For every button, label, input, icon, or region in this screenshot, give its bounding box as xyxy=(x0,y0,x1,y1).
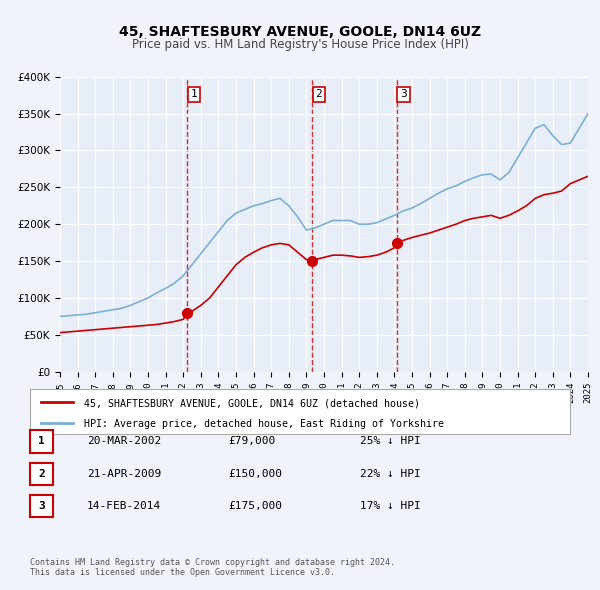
Text: 1: 1 xyxy=(191,89,197,99)
Text: Contains HM Land Registry data © Crown copyright and database right 2024.
This d: Contains HM Land Registry data © Crown c… xyxy=(30,558,395,577)
Text: 21-APR-2009: 21-APR-2009 xyxy=(87,469,161,478)
Text: 1: 1 xyxy=(38,437,45,446)
Text: £150,000: £150,000 xyxy=(228,469,282,478)
Text: £175,000: £175,000 xyxy=(228,502,282,511)
Text: 17% ↓ HPI: 17% ↓ HPI xyxy=(360,502,421,511)
Text: HPI: Average price, detached house, East Riding of Yorkshire: HPI: Average price, detached house, East… xyxy=(84,419,444,429)
Text: 20-MAR-2002: 20-MAR-2002 xyxy=(87,437,161,446)
Text: 2: 2 xyxy=(316,89,322,99)
Text: Price paid vs. HM Land Registry's House Price Index (HPI): Price paid vs. HM Land Registry's House … xyxy=(131,38,469,51)
Text: £79,000: £79,000 xyxy=(228,437,275,446)
Text: 45, SHAFTESBURY AVENUE, GOOLE, DN14 6UZ: 45, SHAFTESBURY AVENUE, GOOLE, DN14 6UZ xyxy=(119,25,481,40)
Text: 25% ↓ HPI: 25% ↓ HPI xyxy=(360,437,421,446)
Text: 22% ↓ HPI: 22% ↓ HPI xyxy=(360,469,421,478)
Text: 3: 3 xyxy=(400,89,407,99)
Text: 3: 3 xyxy=(38,502,45,511)
Text: 2: 2 xyxy=(38,469,45,478)
Text: 14-FEB-2014: 14-FEB-2014 xyxy=(87,502,161,511)
Text: 45, SHAFTESBURY AVENUE, GOOLE, DN14 6UZ (detached house): 45, SHAFTESBURY AVENUE, GOOLE, DN14 6UZ … xyxy=(84,399,420,408)
